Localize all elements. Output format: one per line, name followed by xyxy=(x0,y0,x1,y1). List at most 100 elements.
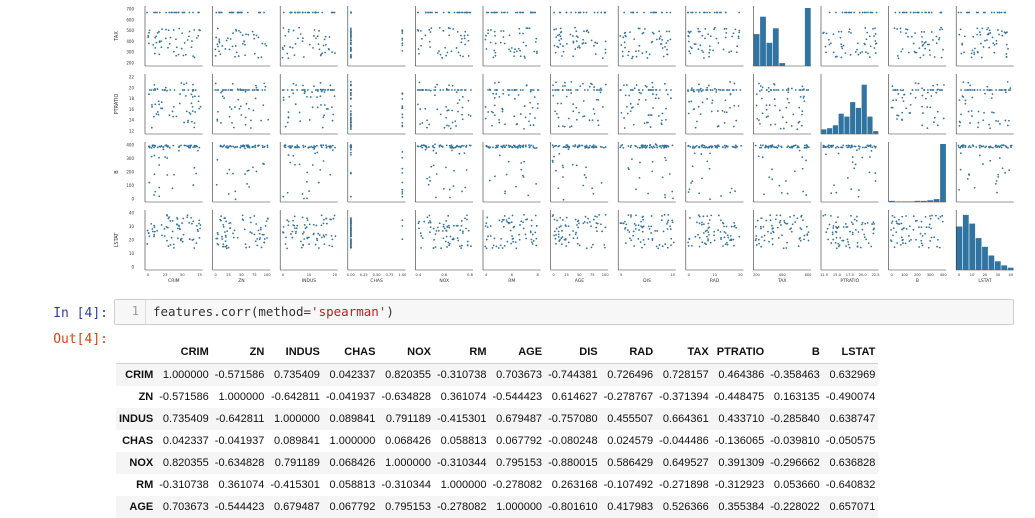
scatter-point xyxy=(171,237,173,239)
scatter-point xyxy=(180,144,182,146)
code-editor[interactable]: features.corr(method='spearman') xyxy=(153,304,394,319)
scatter-point xyxy=(198,147,200,149)
scatter-point xyxy=(735,120,737,122)
scatter-point xyxy=(324,52,326,54)
scatter-point xyxy=(169,147,171,149)
scatter-point xyxy=(169,89,171,91)
scatter-point xyxy=(652,161,654,163)
scatter-point xyxy=(722,245,724,247)
scatter-point xyxy=(179,229,181,231)
scatter-point xyxy=(233,127,235,129)
scatter-point xyxy=(173,243,175,245)
table-cell: -0.880015 xyxy=(545,452,601,474)
scatter-point xyxy=(993,112,995,114)
scatter-point xyxy=(401,196,403,198)
scatter-point xyxy=(673,242,675,244)
scatter-point xyxy=(969,89,971,91)
scatter-point xyxy=(937,124,939,126)
scatter-point xyxy=(401,225,403,227)
scatter-point xyxy=(897,93,899,95)
scatter-point xyxy=(903,94,905,96)
scatter-point xyxy=(451,149,453,151)
scatter-point xyxy=(762,87,764,89)
scatter-point xyxy=(420,232,422,234)
scatter-point xyxy=(667,247,669,249)
scatter-point xyxy=(709,49,711,51)
scatter-point xyxy=(904,12,906,14)
scatter-point xyxy=(627,229,629,231)
y-tick-label: 10 xyxy=(129,251,135,256)
scatter-point xyxy=(512,147,514,149)
scatter-point xyxy=(244,89,246,91)
panel-tax-vs-b xyxy=(889,6,947,66)
scatter-point xyxy=(419,123,421,125)
scatter-point xyxy=(510,230,512,232)
scatter-point xyxy=(198,223,200,225)
scatter-point xyxy=(559,12,561,14)
scatter-point xyxy=(288,221,290,223)
scatter-point xyxy=(738,37,740,39)
scatter-point xyxy=(454,120,456,122)
scatter-point xyxy=(465,146,467,148)
scatter-point xyxy=(664,243,666,245)
scatter-point xyxy=(418,146,420,148)
scatter-point xyxy=(158,114,160,116)
scatter-point xyxy=(308,190,310,192)
scatter-point xyxy=(973,53,975,55)
scatter-point xyxy=(510,145,512,147)
scatter-point xyxy=(294,227,296,229)
scatter-point xyxy=(263,241,265,243)
scatter-point xyxy=(845,245,847,247)
scatter-point xyxy=(494,55,496,57)
scatter-point xyxy=(729,89,731,91)
scatter-point xyxy=(995,183,997,185)
scatter-point xyxy=(350,98,352,100)
scatter-point xyxy=(323,160,325,162)
scatter-point xyxy=(218,40,220,42)
scatter-point xyxy=(959,125,961,127)
scatter-point xyxy=(825,146,827,148)
scatter-point xyxy=(286,53,288,55)
scatter-point xyxy=(506,174,508,176)
scatter-point xyxy=(861,229,863,231)
scatter-point xyxy=(778,89,780,91)
scatter-point xyxy=(178,54,180,56)
scatter-point xyxy=(494,175,496,177)
scatter-point xyxy=(798,245,800,247)
scatter-point xyxy=(658,115,660,117)
scatter-point xyxy=(467,34,469,36)
scatter-point xyxy=(518,94,520,96)
y-tick-label: 40 xyxy=(129,211,135,216)
scatter-point xyxy=(864,27,866,29)
scatter-point xyxy=(661,119,663,121)
scatter-point xyxy=(697,234,699,236)
scatter-point xyxy=(801,89,803,91)
scatter-point xyxy=(861,224,863,226)
scatter-point xyxy=(218,39,220,41)
panel-ptratio-vs-nox xyxy=(415,74,473,134)
scatter-point xyxy=(485,35,487,37)
code-cell[interactable]: 1 features.corr(method='spearman') xyxy=(114,299,1014,325)
scatter-point xyxy=(429,220,431,222)
scatter-point xyxy=(687,12,689,14)
table-cell: -0.285840 xyxy=(767,408,823,430)
scatter-point xyxy=(778,145,780,147)
scatter-point xyxy=(350,85,352,87)
scatter-point xyxy=(183,234,185,236)
scatter-point xyxy=(963,81,965,83)
table-cell: 0.089841 xyxy=(267,430,323,452)
scatter-point xyxy=(181,48,183,50)
scatter-point xyxy=(433,150,435,152)
scatter-point xyxy=(445,106,447,108)
scatter-point xyxy=(850,188,852,190)
scatter-point xyxy=(226,147,228,149)
scatter-point xyxy=(871,150,873,152)
y-tick-label: 600 xyxy=(126,17,134,22)
scatter-point xyxy=(520,169,522,171)
scatter-point xyxy=(502,247,504,249)
scatter-point xyxy=(770,232,772,234)
scatter-point xyxy=(556,220,558,222)
scatter-point xyxy=(830,215,832,217)
scatter-point xyxy=(428,184,430,186)
